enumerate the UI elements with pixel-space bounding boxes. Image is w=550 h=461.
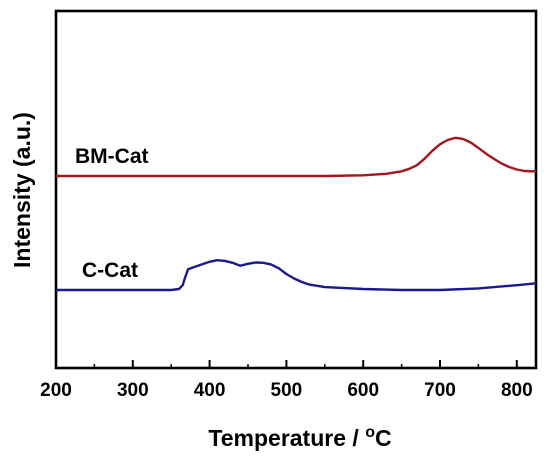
- series-line-c-cat: [56, 259, 537, 292]
- x-axis-title-superscript: o: [365, 424, 375, 441]
- series-group: [56, 136, 537, 292]
- x-axis: 200 300 400 500 600 700 800: [40, 360, 533, 401]
- series-labels: BM-Cat C-Cat: [75, 145, 149, 282]
- series-label-bm-cat: BM-Cat: [75, 145, 149, 168]
- plot-frame: [54, 9, 538, 370]
- series-line-bm-cat: [56, 136, 536, 178]
- x-axis-title-unit: C: [375, 425, 392, 451]
- x-tick-label-400: 400: [194, 380, 226, 401]
- x-axis-title: Temperature / oC: [208, 424, 391, 451]
- series-label-c-cat: C-Cat: [82, 259, 138, 282]
- x-tick-label-800: 800: [501, 380, 533, 401]
- x-tick-label-300: 300: [117, 380, 149, 401]
- x-tick-label-500: 500: [271, 380, 303, 401]
- x-tick-label-200: 200: [40, 380, 72, 401]
- y-axis-title: Intensity (a.u.): [9, 112, 35, 268]
- x-axis-title-text: Temperature /: [208, 425, 365, 451]
- x-tick-label-700: 700: [424, 380, 456, 401]
- x-tick-label-600: 600: [347, 380, 379, 401]
